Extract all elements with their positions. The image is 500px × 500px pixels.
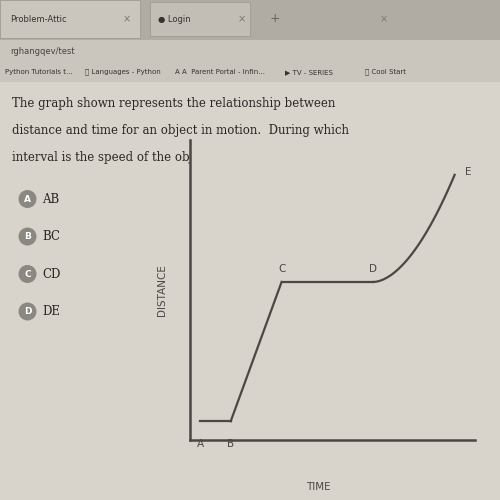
Text: C: C xyxy=(24,270,31,278)
Text: ×: × xyxy=(122,14,130,24)
Text: AB: AB xyxy=(42,192,60,205)
Text: TIME: TIME xyxy=(306,482,330,492)
Text: CD: CD xyxy=(42,268,61,280)
Text: C: C xyxy=(278,264,285,274)
Text: +: + xyxy=(270,12,280,26)
Text: D: D xyxy=(369,264,377,274)
FancyBboxPatch shape xyxy=(0,82,500,500)
Text: ● Login: ● Login xyxy=(158,14,190,24)
FancyBboxPatch shape xyxy=(0,40,500,62)
Text: interval is the speed of the object changing?: interval is the speed of the object chan… xyxy=(12,152,277,164)
FancyBboxPatch shape xyxy=(0,62,500,82)
Text: Python Tutorials t...: Python Tutorials t... xyxy=(5,69,73,75)
Text: ×: × xyxy=(380,14,388,24)
Circle shape xyxy=(18,302,36,320)
Text: D: D xyxy=(24,307,31,316)
Text: B: B xyxy=(24,232,31,241)
Text: 🌐 Cool Start: 🌐 Cool Start xyxy=(365,68,406,75)
Circle shape xyxy=(18,190,36,208)
Text: distance and time for an object in motion.  During which: distance and time for an object in motio… xyxy=(12,124,349,137)
FancyBboxPatch shape xyxy=(0,0,140,38)
Text: ▶ TV - SERIES: ▶ TV - SERIES xyxy=(285,69,333,75)
Circle shape xyxy=(18,228,36,246)
Text: BC: BC xyxy=(42,230,60,243)
Text: DISTANCE: DISTANCE xyxy=(156,264,166,316)
Text: ×: × xyxy=(238,14,246,24)
Text: B: B xyxy=(227,438,234,448)
Text: A: A xyxy=(24,194,31,203)
Text: E: E xyxy=(465,167,471,177)
FancyBboxPatch shape xyxy=(0,0,500,40)
Text: The graph shown represents the relationship between: The graph shown represents the relations… xyxy=(12,96,336,110)
Text: A A  Parent Portal - Infin...: A A Parent Portal - Infin... xyxy=(175,69,265,75)
Circle shape xyxy=(18,265,36,283)
Text: DE: DE xyxy=(42,305,60,318)
Text: Problem-Attic: Problem-Attic xyxy=(10,14,66,24)
Text: 🌐 Languages - Python: 🌐 Languages - Python xyxy=(85,68,161,75)
FancyBboxPatch shape xyxy=(150,2,250,36)
Text: A: A xyxy=(196,438,203,448)
Text: rghangqev/test: rghangqev/test xyxy=(10,47,74,56)
